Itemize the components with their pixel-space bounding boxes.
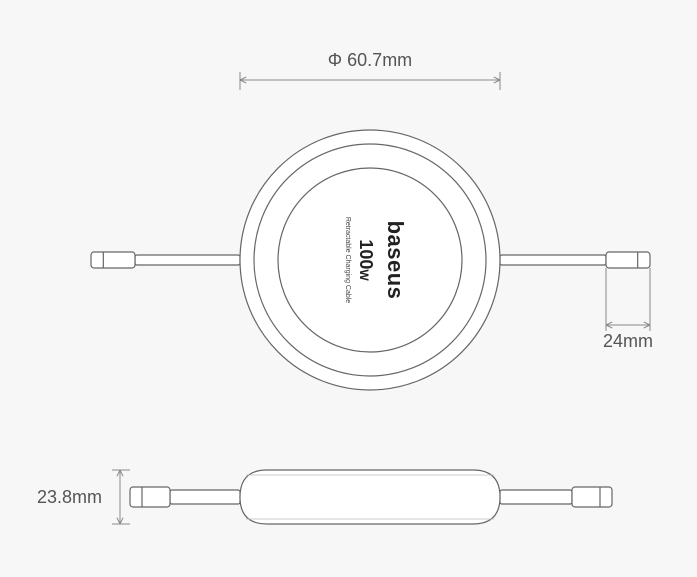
cable-segment (135, 255, 240, 265)
dimension-connector: 24mm (603, 268, 653, 351)
side-view: 23.8mm (37, 470, 612, 524)
cable-segment-side (170, 490, 240, 504)
dimension-diameter: Φ 60.7mm (240, 50, 500, 90)
connector-right-side (572, 487, 612, 507)
connector-left-side (130, 487, 170, 507)
dimension-height-label: 23.8mm (37, 487, 102, 507)
hub-side-body (240, 470, 500, 524)
dimension-diameter-label: Φ 60.7mm (328, 50, 412, 70)
subtitle-text: Retractable Charging Cable (344, 217, 351, 303)
connector-left (91, 252, 135, 268)
top-view: baseus100WRetractable Charging CableΦ 60… (91, 50, 653, 390)
dimension-connector-label: 24mm (603, 331, 653, 351)
dimension-height: 23.8mm (37, 470, 130, 524)
brand-text: baseus (383, 221, 408, 300)
cable-segment-side (500, 490, 572, 504)
connector-right (606, 252, 650, 268)
cable-segment (500, 255, 606, 265)
